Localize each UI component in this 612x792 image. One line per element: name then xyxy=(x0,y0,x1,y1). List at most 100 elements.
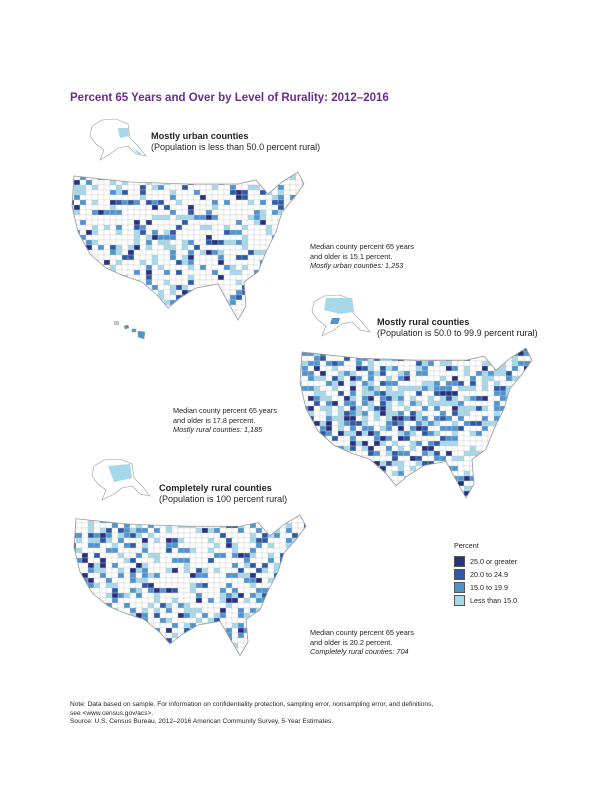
county-cell xyxy=(253,314,261,320)
county-cell xyxy=(117,532,125,539)
county-cell xyxy=(349,485,357,492)
county-cell xyxy=(127,239,135,246)
county-cell xyxy=(271,179,279,186)
county-cell xyxy=(421,450,429,457)
county-cell xyxy=(111,567,119,574)
county-cell xyxy=(73,204,81,211)
county-cell xyxy=(291,607,299,614)
county-cell xyxy=(295,274,303,281)
county-cell xyxy=(367,350,375,357)
county-cell xyxy=(397,435,405,442)
county-cell xyxy=(123,517,131,524)
county-cell xyxy=(231,617,239,624)
county-cell xyxy=(415,460,423,467)
county-cell xyxy=(469,400,477,407)
county-cell xyxy=(300,460,303,467)
county-cell xyxy=(301,490,309,497)
county-cell xyxy=(301,209,304,216)
county-cell xyxy=(273,552,281,559)
county-cell xyxy=(104,325,110,330)
county-cell xyxy=(421,395,429,402)
rural-heading-block: Mostly rural counties (Population is 50.… xyxy=(377,317,538,339)
county-cell xyxy=(427,440,435,447)
county-cell xyxy=(72,319,75,320)
county-cell xyxy=(481,480,489,487)
county-cell xyxy=(511,400,519,407)
county-cell xyxy=(151,209,159,216)
county-cell xyxy=(505,360,513,367)
county-cell xyxy=(195,567,203,574)
county-cell xyxy=(217,184,225,191)
county-cell xyxy=(361,425,369,432)
county-cell xyxy=(410,501,416,506)
county-cell xyxy=(379,405,387,412)
county-cell xyxy=(331,430,339,437)
county-cell xyxy=(397,415,405,422)
county-cell xyxy=(163,189,171,196)
county-cell xyxy=(187,274,195,281)
county-cell xyxy=(259,239,267,246)
county-cell xyxy=(145,299,153,306)
county-cell xyxy=(517,455,525,462)
county-cell xyxy=(157,224,165,231)
county-cell xyxy=(319,425,327,432)
county-cell xyxy=(409,410,417,417)
county-cell xyxy=(103,184,111,191)
county-cell xyxy=(373,440,381,447)
county-cell xyxy=(439,495,447,498)
note-line3: Source: U.S. Census Bureau, 2012–2016 Am… xyxy=(70,718,334,726)
county-cell xyxy=(469,450,477,457)
county-cell xyxy=(385,390,393,397)
county-cell xyxy=(151,319,159,320)
county-cell xyxy=(265,174,273,181)
county-cell xyxy=(201,547,209,554)
county-cell xyxy=(241,319,249,320)
county-cell xyxy=(177,527,185,534)
county-cell xyxy=(175,199,183,206)
county-cell xyxy=(300,400,303,407)
county-cell xyxy=(159,552,167,559)
county-cell xyxy=(75,632,83,639)
county-cell xyxy=(109,234,117,241)
county-cell xyxy=(307,490,315,497)
county-cell xyxy=(297,552,305,559)
county-cell xyxy=(307,375,315,382)
county-cell xyxy=(205,204,213,211)
county-cell xyxy=(196,658,202,663)
county-cell xyxy=(127,279,135,286)
county-cell xyxy=(105,632,113,639)
county-cell xyxy=(201,647,209,654)
county-cell xyxy=(487,470,495,477)
county-cell xyxy=(487,405,495,412)
county-cell xyxy=(445,430,453,437)
county-cell xyxy=(397,400,405,407)
county-cell xyxy=(115,229,123,236)
county-cell xyxy=(427,420,435,427)
county-cell xyxy=(207,522,215,529)
county-cell xyxy=(91,254,99,261)
county-cell xyxy=(301,348,309,352)
county-cell xyxy=(523,445,531,452)
county-cell xyxy=(109,199,117,206)
county-cell xyxy=(217,299,225,306)
county-cell xyxy=(199,209,207,216)
county-cell xyxy=(181,204,189,211)
county-cell xyxy=(129,527,137,534)
county-cell xyxy=(361,450,369,457)
county-cell xyxy=(171,642,179,649)
county-cell xyxy=(163,289,171,296)
county-cell xyxy=(499,440,507,447)
county-cell xyxy=(273,627,281,634)
county-cell xyxy=(225,582,233,589)
county-cell xyxy=(487,465,495,472)
county-cell xyxy=(457,465,465,472)
county-cell xyxy=(367,405,375,412)
county-cell xyxy=(409,460,417,467)
county-cell xyxy=(181,174,189,181)
county-cell xyxy=(463,405,471,412)
county-cell xyxy=(201,552,209,559)
county-cell xyxy=(265,204,273,211)
county-cell xyxy=(127,199,135,206)
county-cell xyxy=(231,517,239,524)
county-cell xyxy=(223,204,231,211)
